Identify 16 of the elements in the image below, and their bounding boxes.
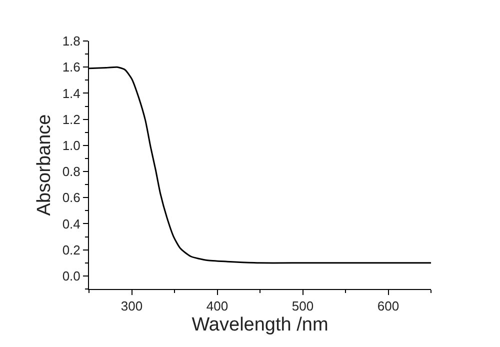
x-tick-label: 400: [206, 298, 228, 314]
y-tick-label: 0.8: [62, 164, 80, 180]
y-tick-label: 0.6: [62, 190, 80, 206]
x-tick-label: 300: [120, 298, 143, 314]
y-axis-title: Absorbance: [34, 114, 56, 216]
y-tick-label: 1.0: [62, 138, 80, 153]
y-tick-label: 0.0: [62, 268, 80, 284]
y-tick-label: 1.4: [62, 86, 80, 101]
x-axis-title: Wavelength /nm: [192, 314, 328, 336]
x-tick-label: 500: [292, 298, 314, 314]
y-tick-label: 1.8: [62, 34, 80, 49]
y-tick-label: 0.4: [62, 216, 80, 232]
x-tick-label: 600: [377, 298, 400, 314]
y-tick-label: 1.2: [62, 112, 80, 127]
y-tick-label: 1.6: [62, 60, 80, 75]
y-tick-label: 0.2: [62, 242, 80, 258]
